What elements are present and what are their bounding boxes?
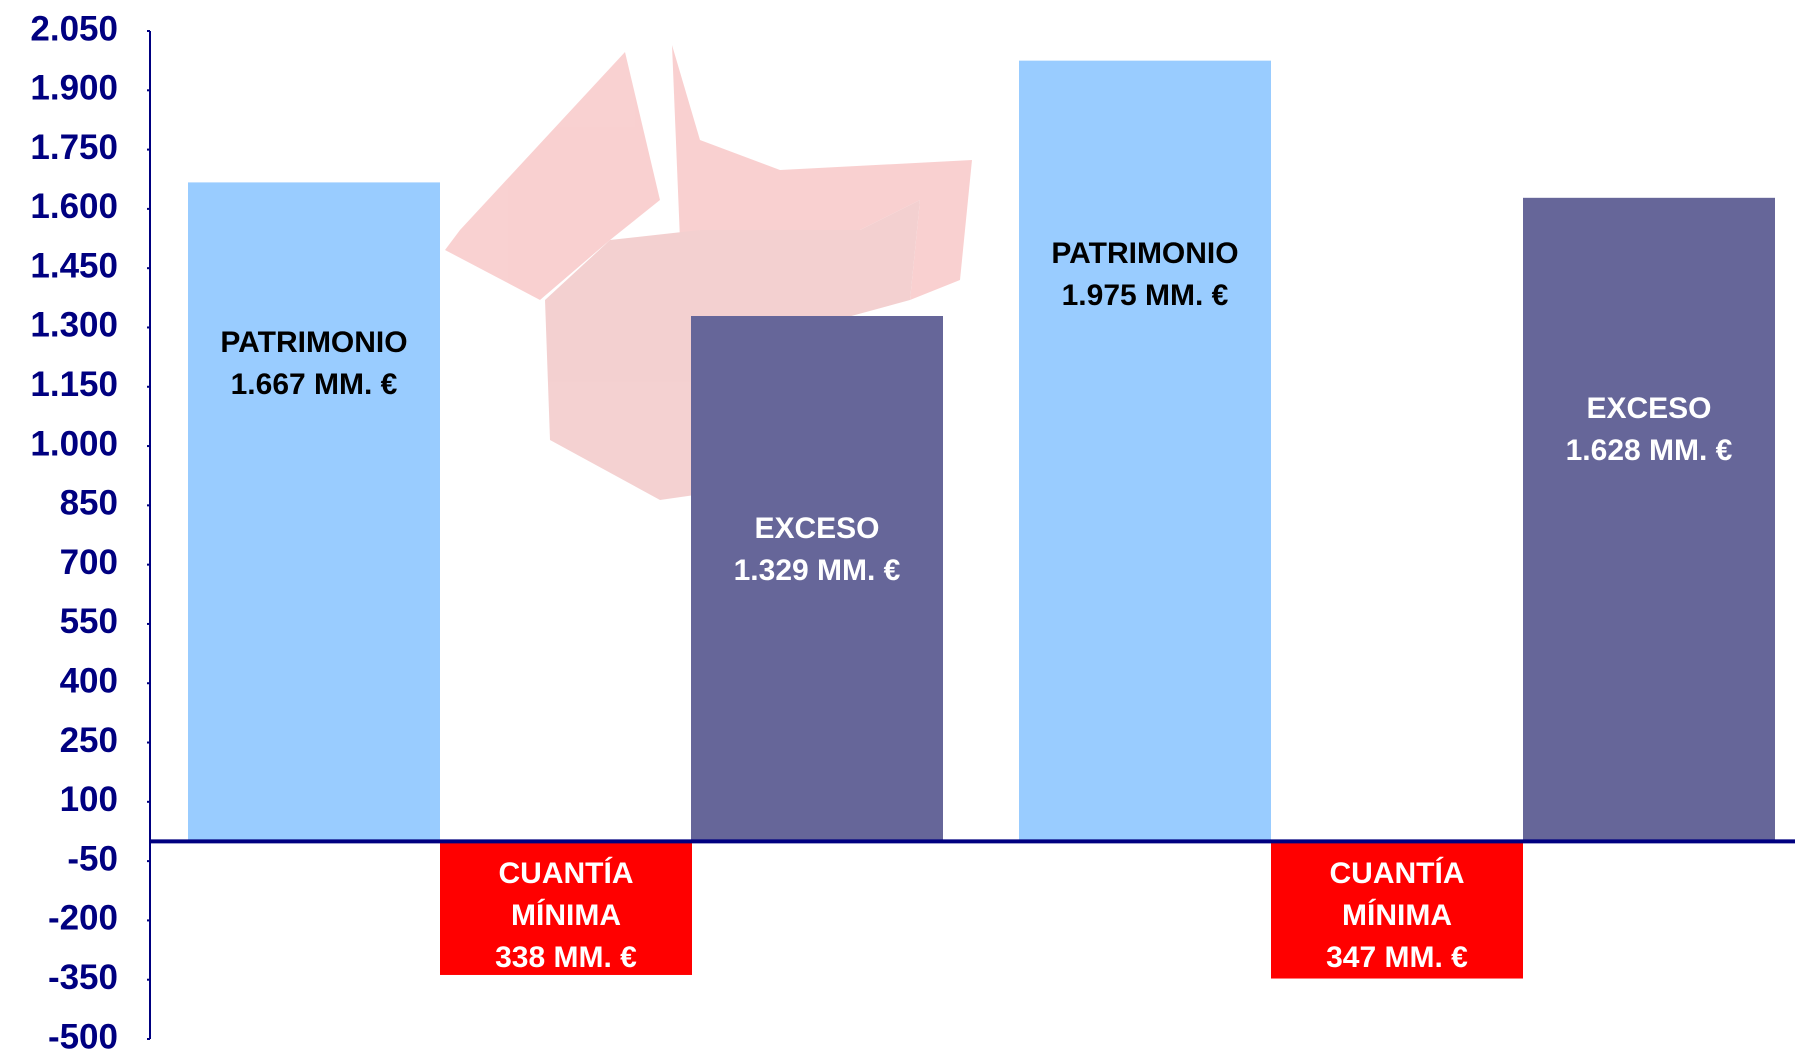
- bar-category: CUANTÍA MÍNIMA: [498, 857, 634, 933]
- bar-category: CUANTÍA MÍNIMA: [1329, 857, 1465, 933]
- bar-category: PATRIMONIO: [220, 326, 408, 360]
- y-tick-label: 850: [60, 484, 118, 523]
- bar: [188, 182, 440, 842]
- bar-label: PATRIMONIO 1.975 MM. €: [999, 233, 1291, 317]
- bar-category: EXCESO: [1586, 391, 1712, 425]
- y-tick-label: 700: [60, 543, 118, 582]
- bar-label: PATRIMONIO 1.667 MM. €: [168, 322, 460, 406]
- bar-value-label: 1.329 MM. €: [733, 554, 901, 587]
- bar-value-label: 347 MM. €: [1326, 941, 1468, 975]
- y-tick-label: -500: [48, 1017, 118, 1056]
- bar-label: EXCESO 1.329 MM. €: [671, 508, 963, 592]
- bar-label: EXCESO 1.628 MM. €: [1503, 388, 1795, 472]
- y-tick-label: 1.000: [30, 424, 118, 463]
- bar-value-label: 1.628 MM. €: [1565, 433, 1733, 467]
- bar: [440, 841, 692, 975]
- y-tick-label: 400: [60, 661, 118, 700]
- bar-category: EXCESO: [754, 512, 880, 545]
- bar-value-label: 1.667 MM. €: [230, 368, 398, 402]
- y-tick-label: 2.050: [30, 9, 118, 48]
- y-tick-label: -200: [48, 899, 118, 938]
- y-tick-label: -50: [67, 839, 118, 878]
- y-tick-label: 1.600: [30, 187, 118, 226]
- y-tick-label: 250: [60, 721, 118, 760]
- y-tick-label: 1.450: [30, 246, 118, 285]
- y-tick-label: 100: [60, 780, 118, 819]
- y-tick-label: 1.150: [30, 365, 118, 404]
- bar: [1523, 197, 1775, 842]
- bar-value-label: 338 MM. €: [495, 941, 637, 975]
- y-tick-label: 1.300: [30, 306, 118, 345]
- bar-category: PATRIMONIO: [1051, 236, 1239, 270]
- y-tick-label: 1.750: [30, 128, 118, 167]
- bar-label: CUANTÍA MÍNIMA 338 MM. €: [420, 853, 712, 979]
- y-tick-label: -350: [48, 958, 118, 997]
- bar: [1019, 60, 1271, 842]
- bar-label: CUANTÍA MÍNIMA 347 MM. €: [1251, 853, 1543, 979]
- bar-value-label: 1.975 MM. €: [1061, 278, 1229, 312]
- bar: [1271, 841, 1523, 979]
- bar: [691, 316, 943, 842]
- y-tick-label: 550: [60, 602, 118, 641]
- y-tick-label: 1.900: [30, 69, 118, 108]
